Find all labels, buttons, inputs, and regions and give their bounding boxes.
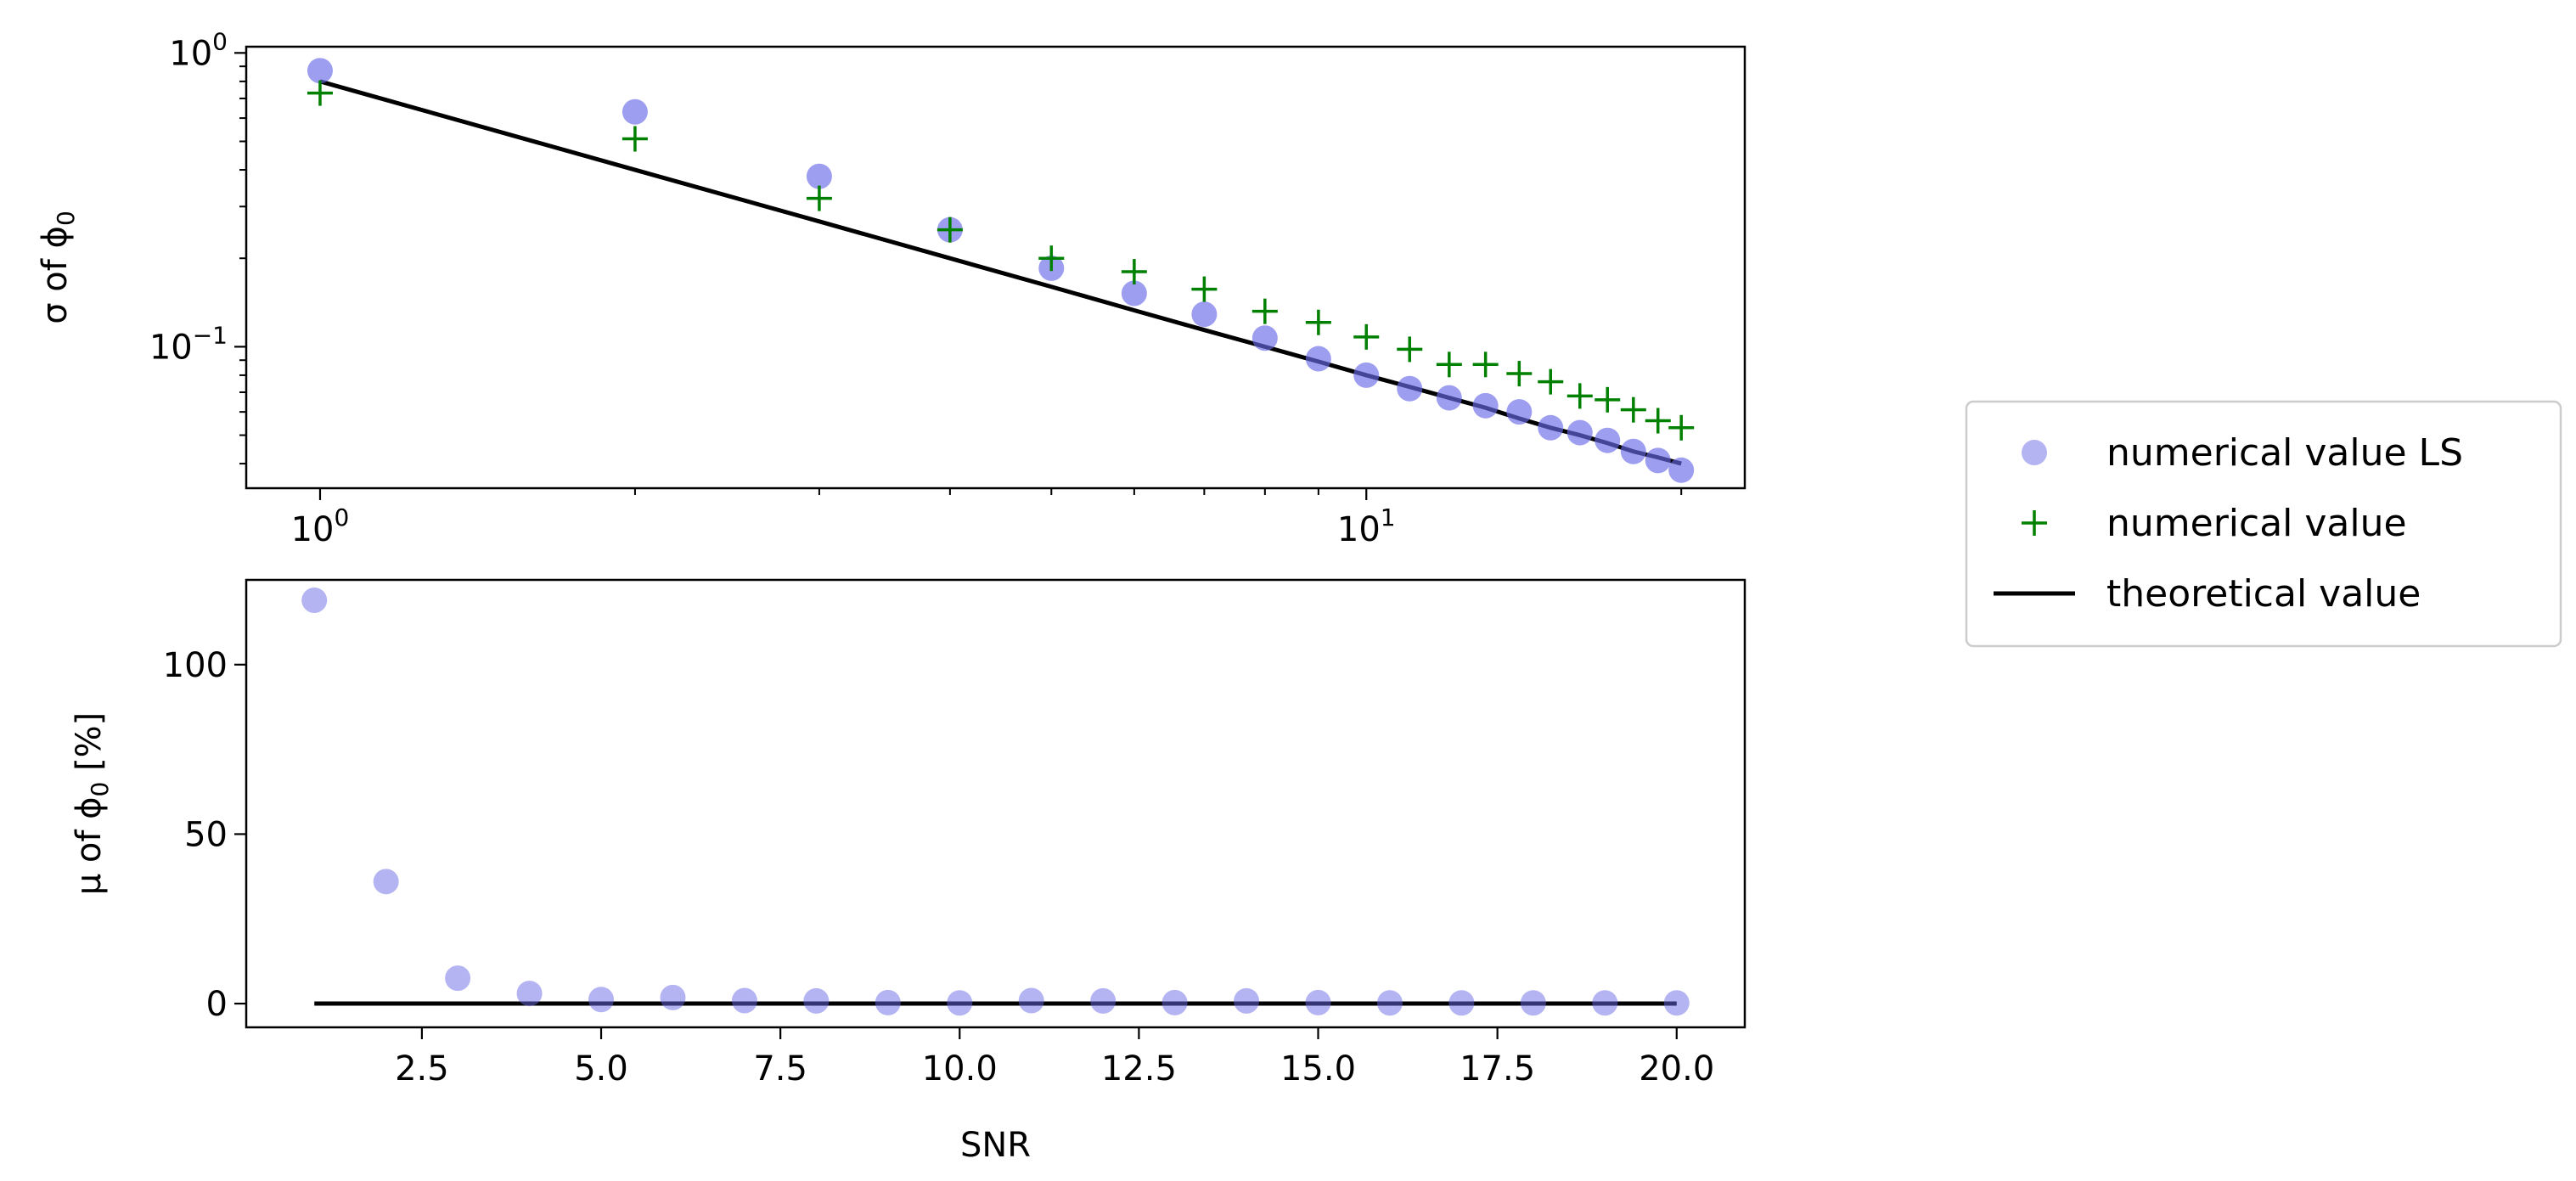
legend: numerical value LS numerical value theoret… [1965,400,2562,648]
mu-plot: 2.5 5.0 7.5 10.0 12.5 15.0 17.5 20.0 0 50 100 SNR μ … [70,578,1746,1165]
ls-point [731,987,757,1014]
y-tick-label: 50 [184,815,228,854]
x-tick-label: 5.0 [574,1049,628,1088]
legend-item: numerical value LS [2022,431,2463,475]
numerical-point [936,217,963,243]
x-tick-label: 2.5 [395,1049,449,1088]
numerical-point [806,185,832,211]
numerical-point [1397,336,1423,363]
ls-point [1472,392,1499,419]
ls-point [1520,990,1546,1016]
legend-box [1965,400,2562,648]
ls-point [803,987,830,1014]
ls-point [1161,989,1188,1015]
ls-point [445,965,471,992]
numerical-point [1353,323,1380,350]
ls-point [1234,987,1260,1014]
ls-point [1620,438,1646,464]
ls-point [307,58,333,84]
ls-point [1645,447,1671,474]
numerical-point [1538,368,1564,395]
x-tick-label: 7.5 [753,1049,807,1088]
ls-point [1663,990,1690,1016]
ls-point [1305,346,1331,372]
ls-point [1121,280,1147,306]
y-tick-label: 100 [169,27,228,73]
ls-point [301,587,328,613]
ls-point [1538,414,1564,441]
legend-label: numerical value [2106,502,2407,545]
ls-point [947,990,973,1016]
numerical-point [1121,259,1147,285]
numerical-point [307,80,333,106]
mu-plot-frame [245,578,1746,1029]
ls-point [588,987,615,1013]
ls-point [1436,385,1462,411]
legend-label: theoretical value [2106,572,2421,616]
numerical-point [1668,414,1695,441]
ls-point [1448,990,1475,1016]
x-tick-label: 101 [1337,503,1396,549]
ls-point [1018,987,1044,1014]
x-tick-label: 10.0 [922,1049,998,1088]
y-tick-label: 100 [163,646,228,685]
ls-point [1506,399,1533,425]
ls-point [806,163,832,189]
ls-point [1397,375,1423,402]
numerical-point [1038,245,1065,272]
mu-plot-ylabel: μ of ϕ0 [%] [70,712,114,896]
ls-point [1376,990,1403,1016]
y-tick-label: 10−1 [149,321,228,367]
x-tick-label: 20.0 [1639,1049,1714,1088]
numerical-point [1595,386,1621,413]
sigma-plot: 100 101 100 10−1 σ of ϕ0 [36,27,1746,549]
y-tick-label: 0 [206,985,228,1024]
ls-point [875,989,901,1015]
legend-circle-marker [2022,440,2047,465]
ls-point [1090,987,1116,1014]
numerical-point [622,126,648,152]
numerical-point [1436,351,1462,378]
numerical-point [1251,298,1278,324]
x-tick-label: 100 [291,503,350,549]
ls-point [622,98,648,125]
ls-point [1251,325,1278,351]
x-tick-label: 17.5 [1460,1049,1535,1088]
x-tick-label: 15.0 [1280,1049,1356,1088]
legend-item: numerical value [2022,502,2407,545]
ls-point [1191,301,1218,328]
ls-point [1305,989,1331,1015]
numerical-point [1191,276,1218,302]
numerical-point [1620,396,1646,423]
ls-point [373,869,399,895]
ls-point [1566,419,1593,446]
sigma-plot-ylabel: σ of ϕ0 [36,211,80,324]
numerical-point [1305,309,1331,335]
ls-point [516,981,543,1007]
legend-label: numerical value LS [2106,431,2463,475]
mu-plot-xlabel: SNR [960,1126,1031,1165]
ls-point [660,984,686,1010]
numerical-point [1506,361,1533,387]
ls-point [1353,362,1380,388]
x-tick-label: 12.5 [1101,1049,1177,1088]
sigma-plot-area [307,58,1695,483]
ls-point [1595,427,1621,453]
ls-point [1668,457,1695,483]
legend-item: theoretical value [1994,572,2421,616]
sigma-plot-frame [245,45,1746,490]
numerical-point [1645,408,1671,434]
numerical-point [1472,351,1499,378]
ls-point [1592,990,1618,1016]
numerical-point [1566,383,1593,409]
